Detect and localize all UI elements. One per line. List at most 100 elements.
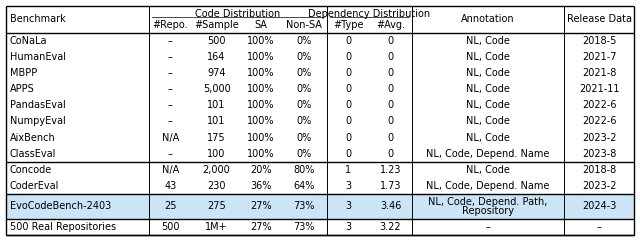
Text: 64%: 64% — [293, 181, 314, 191]
Text: NL, Code: NL, Code — [466, 100, 510, 110]
Text: 974: 974 — [207, 68, 226, 78]
Text: 101: 101 — [207, 100, 226, 110]
Text: NL, Code: NL, Code — [466, 68, 510, 78]
Text: 0: 0 — [345, 100, 351, 110]
Text: 3: 3 — [345, 181, 351, 191]
Text: –: – — [168, 149, 173, 159]
Text: NL, Code, Depend. Path,: NL, Code, Depend. Path, — [428, 197, 548, 207]
Text: 0: 0 — [345, 52, 351, 62]
Text: 164: 164 — [207, 52, 226, 62]
Text: 5,000: 5,000 — [203, 84, 230, 94]
Text: NumpyEval: NumpyEval — [10, 116, 66, 127]
Text: –: – — [486, 222, 490, 232]
Text: 275: 275 — [207, 201, 226, 212]
Text: 2018-8: 2018-8 — [582, 165, 616, 175]
Text: 1: 1 — [345, 165, 351, 175]
Text: 0: 0 — [387, 52, 394, 62]
Text: 100%: 100% — [247, 133, 275, 143]
Text: 0: 0 — [387, 149, 394, 159]
Text: CoNaLa: CoNaLa — [10, 36, 47, 46]
Text: 100%: 100% — [247, 149, 275, 159]
Text: 0%: 0% — [296, 84, 311, 94]
Text: NL, Code: NL, Code — [466, 52, 510, 62]
Text: NL, Code: NL, Code — [466, 116, 510, 127]
Text: NL, Code: NL, Code — [466, 165, 510, 175]
Text: 500: 500 — [207, 36, 226, 46]
Text: MBPP: MBPP — [10, 68, 37, 78]
Text: 1M+: 1M+ — [205, 222, 228, 232]
Text: HumanEval: HumanEval — [10, 52, 66, 62]
Text: 3: 3 — [345, 222, 351, 232]
Text: EvoCodeBench-2403: EvoCodeBench-2403 — [10, 201, 111, 212]
Text: 2,000: 2,000 — [203, 165, 230, 175]
Text: 73%: 73% — [293, 201, 314, 212]
Text: SA: SA — [255, 20, 268, 30]
Text: 0: 0 — [387, 116, 394, 127]
Text: Repository: Repository — [462, 206, 514, 216]
Text: 3: 3 — [345, 201, 351, 212]
Text: #Sample: #Sample — [195, 20, 239, 30]
Text: 3.22: 3.22 — [380, 222, 401, 232]
Text: 0: 0 — [345, 84, 351, 94]
Text: 0%: 0% — [296, 36, 311, 46]
Text: 0: 0 — [345, 149, 351, 159]
Text: 100: 100 — [207, 149, 226, 159]
Text: 175: 175 — [207, 133, 226, 143]
Text: AixBench: AixBench — [10, 133, 56, 143]
Text: CoderEval: CoderEval — [10, 181, 60, 191]
Text: –: – — [168, 84, 173, 94]
Text: Dependency Distribution: Dependency Distribution — [308, 9, 430, 19]
Text: 0%: 0% — [296, 68, 311, 78]
Text: 73%: 73% — [293, 222, 314, 232]
Text: 100%: 100% — [247, 52, 275, 62]
Text: 0: 0 — [387, 84, 394, 94]
Text: 27%: 27% — [250, 201, 272, 212]
Text: –: – — [168, 36, 173, 46]
Text: ClassEval: ClassEval — [10, 149, 56, 159]
Text: 36%: 36% — [250, 181, 272, 191]
Text: 2023-2: 2023-2 — [582, 181, 616, 191]
Text: 1.73: 1.73 — [380, 181, 401, 191]
Text: 2021-7: 2021-7 — [582, 52, 616, 62]
Text: 2018-5: 2018-5 — [582, 36, 616, 46]
Text: #Repo.: #Repo. — [152, 20, 188, 30]
Text: Annotation: Annotation — [461, 14, 515, 24]
Text: 500 Real Repositories: 500 Real Repositories — [10, 222, 116, 232]
Text: 100%: 100% — [247, 100, 275, 110]
Text: 1.23: 1.23 — [380, 165, 401, 175]
Text: Code Distribution: Code Distribution — [195, 9, 280, 19]
Text: NL, Code, Depend. Name: NL, Code, Depend. Name — [426, 149, 550, 159]
Text: 230: 230 — [207, 181, 226, 191]
Text: 500: 500 — [161, 222, 179, 232]
Text: 2022-6: 2022-6 — [582, 116, 616, 127]
Text: Non-SA: Non-SA — [285, 20, 321, 30]
Text: 0: 0 — [345, 116, 351, 127]
Text: 100%: 100% — [247, 36, 275, 46]
Text: 0: 0 — [345, 133, 351, 143]
Text: 2023-2: 2023-2 — [582, 133, 616, 143]
Text: Release Data: Release Data — [566, 14, 632, 24]
Text: 100%: 100% — [247, 116, 275, 127]
Text: 100%: 100% — [247, 68, 275, 78]
Text: 20%: 20% — [250, 165, 272, 175]
Text: 0%: 0% — [296, 100, 311, 110]
Text: –: – — [168, 116, 173, 127]
Text: –: – — [168, 52, 173, 62]
Text: 0: 0 — [387, 100, 394, 110]
Text: 0: 0 — [345, 68, 351, 78]
Text: –: – — [596, 222, 602, 232]
Text: NL, Code: NL, Code — [466, 36, 510, 46]
Text: 0%: 0% — [296, 133, 311, 143]
Text: 0%: 0% — [296, 149, 311, 159]
Text: 100%: 100% — [247, 84, 275, 94]
Text: Benchmark: Benchmark — [10, 14, 66, 24]
Text: 25: 25 — [164, 201, 177, 212]
Text: #Avg.: #Avg. — [376, 20, 405, 30]
Text: 2022-6: 2022-6 — [582, 100, 616, 110]
Text: 0: 0 — [387, 36, 394, 46]
Text: N/A: N/A — [162, 133, 179, 143]
Text: 2021-11: 2021-11 — [579, 84, 620, 94]
Text: 2023-8: 2023-8 — [582, 149, 616, 159]
Text: Concode: Concode — [10, 165, 52, 175]
Text: 0: 0 — [345, 36, 351, 46]
